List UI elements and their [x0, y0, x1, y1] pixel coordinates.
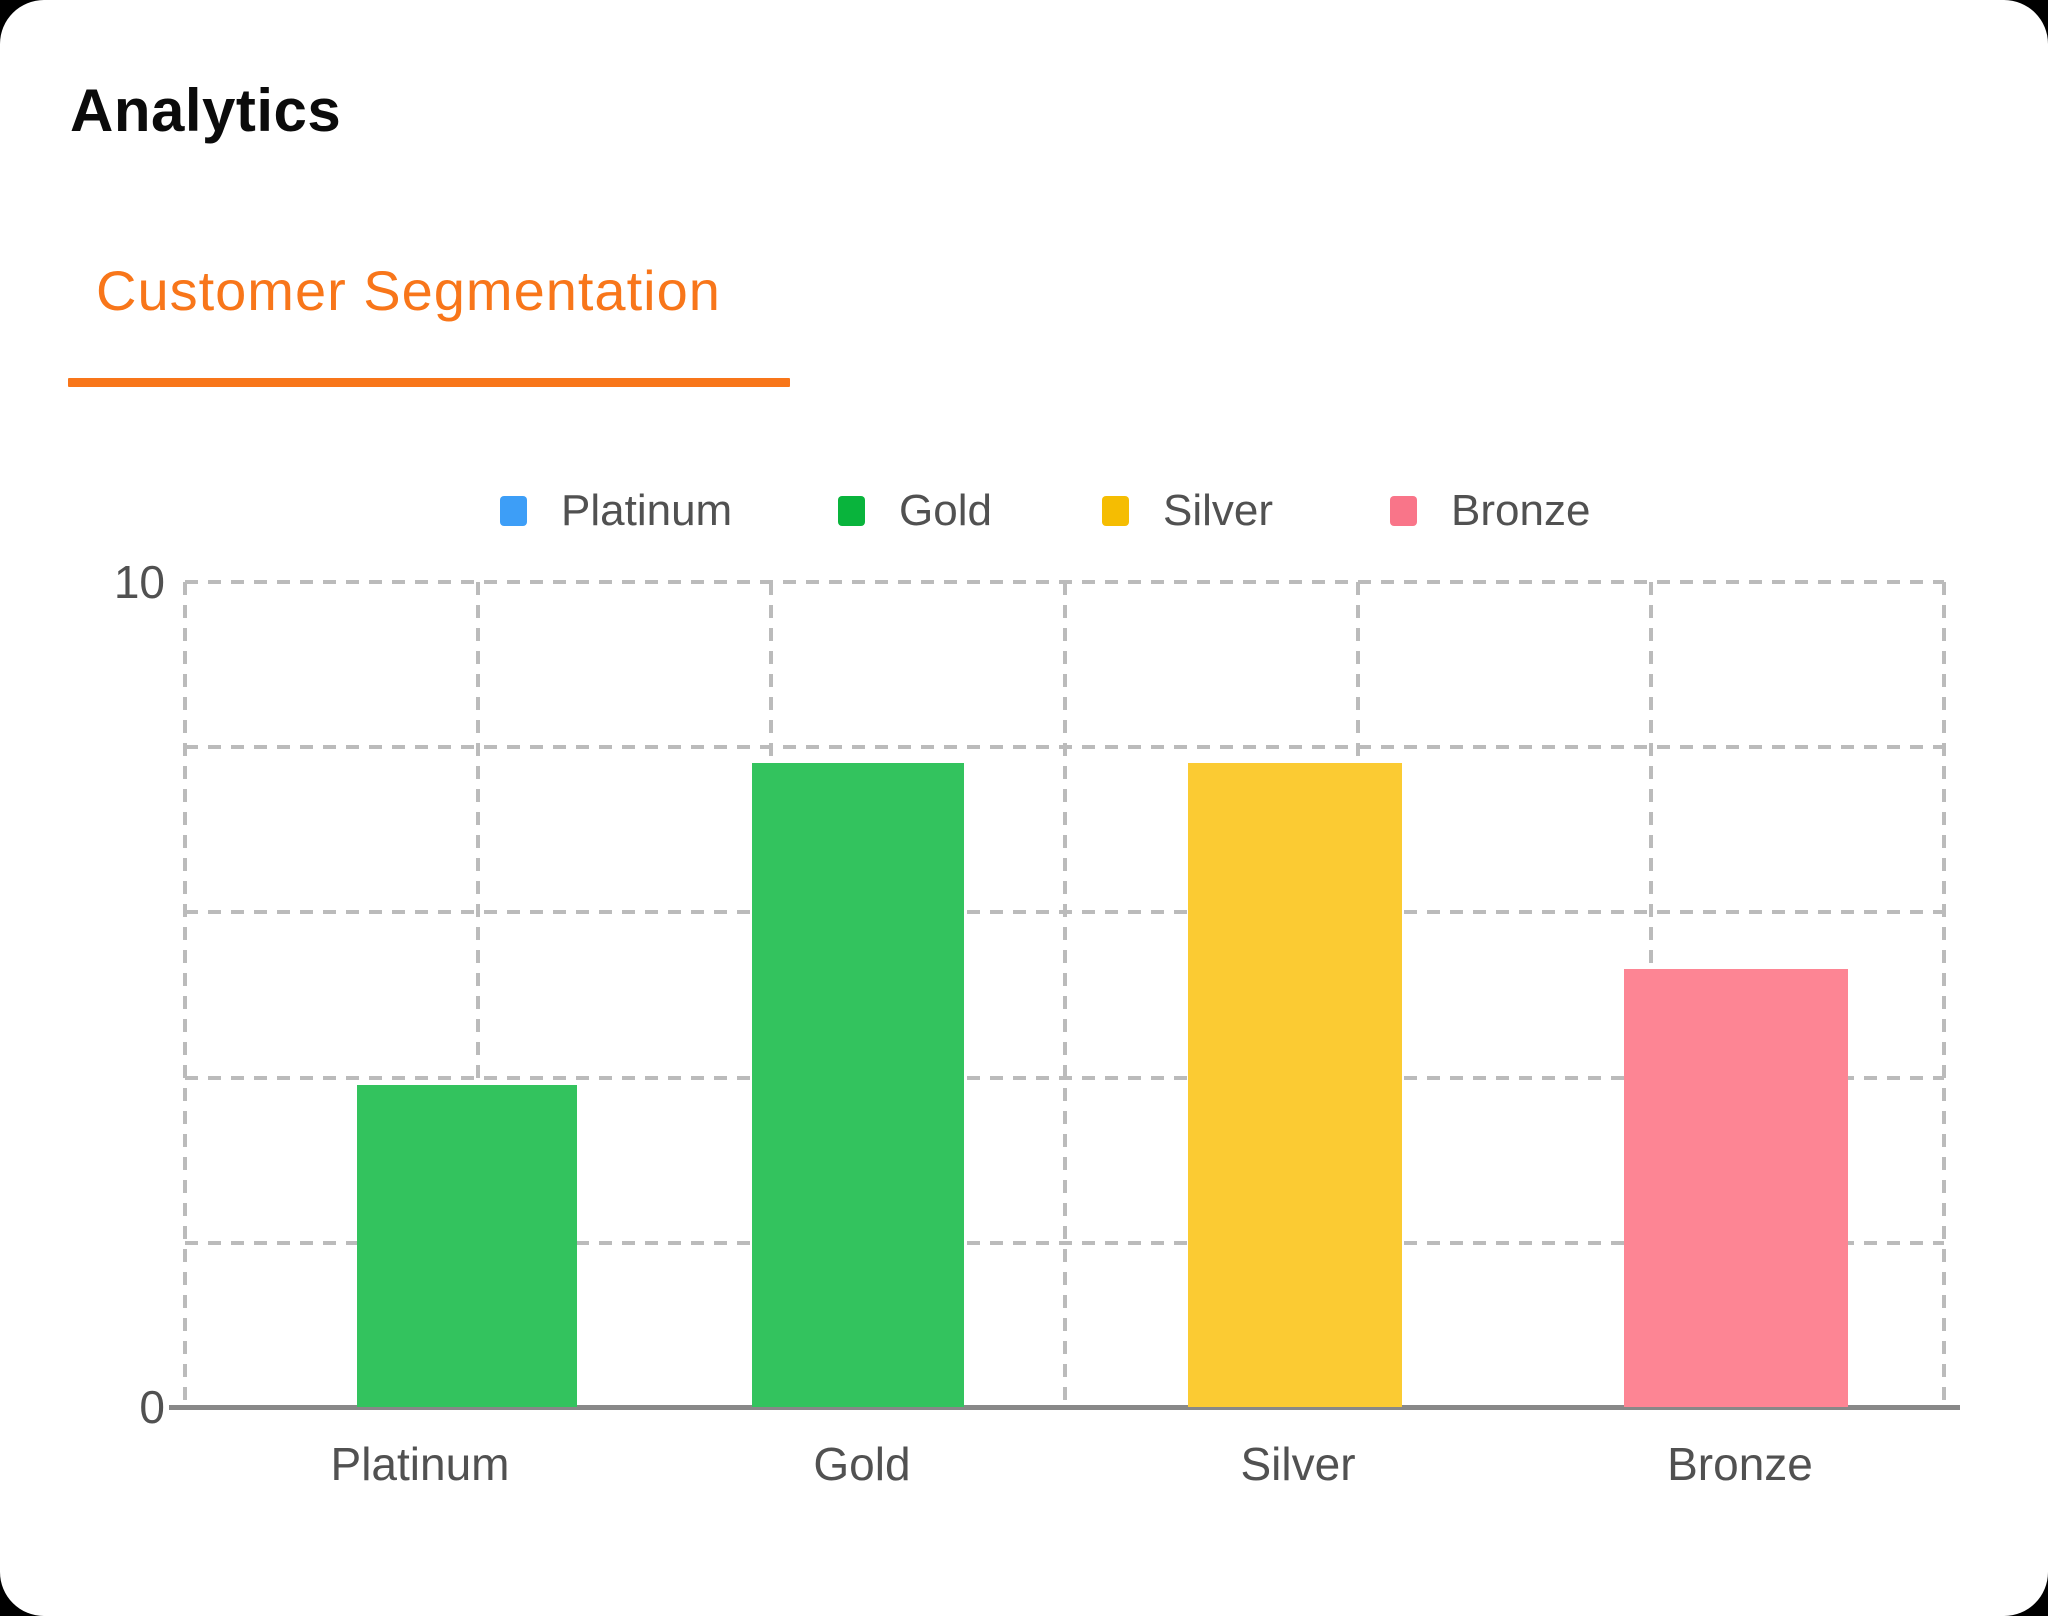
gridline-vertical [476, 582, 481, 1408]
legend-label: Bronze [1451, 486, 1591, 535]
x-tick-label-gold: Gold [813, 1438, 911, 1490]
legend-label: Platinum [561, 486, 733, 535]
legend-swatch-gold [838, 496, 865, 526]
bar-platinum[interactable] [357, 1085, 577, 1407]
legend-swatch-platinum [500, 496, 527, 526]
x-tick-label-platinum: Platinum [330, 1438, 510, 1490]
legend-item-platinum[interactable]: Platinum [500, 486, 732, 536]
gridline-vertical [183, 582, 187, 1408]
legend-item-silver[interactable]: Silver [1102, 486, 1273, 536]
bar-gold[interactable] [752, 763, 964, 1407]
plot-area [169, 580, 1960, 1410]
y-tick-label-0: 0 [139, 1381, 165, 1433]
legend-label: Silver [1163, 486, 1274, 535]
x-tick-label-bronze: Bronze [1667, 1438, 1813, 1490]
gridline-vertical [1062, 582, 1067, 1408]
gridline-vertical [1942, 582, 1946, 1408]
legend-swatch-bronze [1390, 496, 1417, 526]
legend-label: Gold [899, 486, 992, 535]
bar-silver[interactable] [1188, 763, 1402, 1407]
legend-item-bronze[interactable]: Bronze [1390, 486, 1590, 536]
legend-item-gold[interactable]: Gold [838, 486, 992, 536]
x-tick-label-silver: Silver [1240, 1438, 1356, 1490]
page-title: Analytics [70, 77, 342, 144]
tab-label: Customer Segmentation [96, 259, 721, 322]
legend-swatch-silver [1102, 496, 1129, 526]
tab-active-underline [68, 378, 790, 387]
y-tick-label-10: 10 [113, 556, 165, 608]
bar-bronze[interactable] [1624, 969, 1848, 1407]
